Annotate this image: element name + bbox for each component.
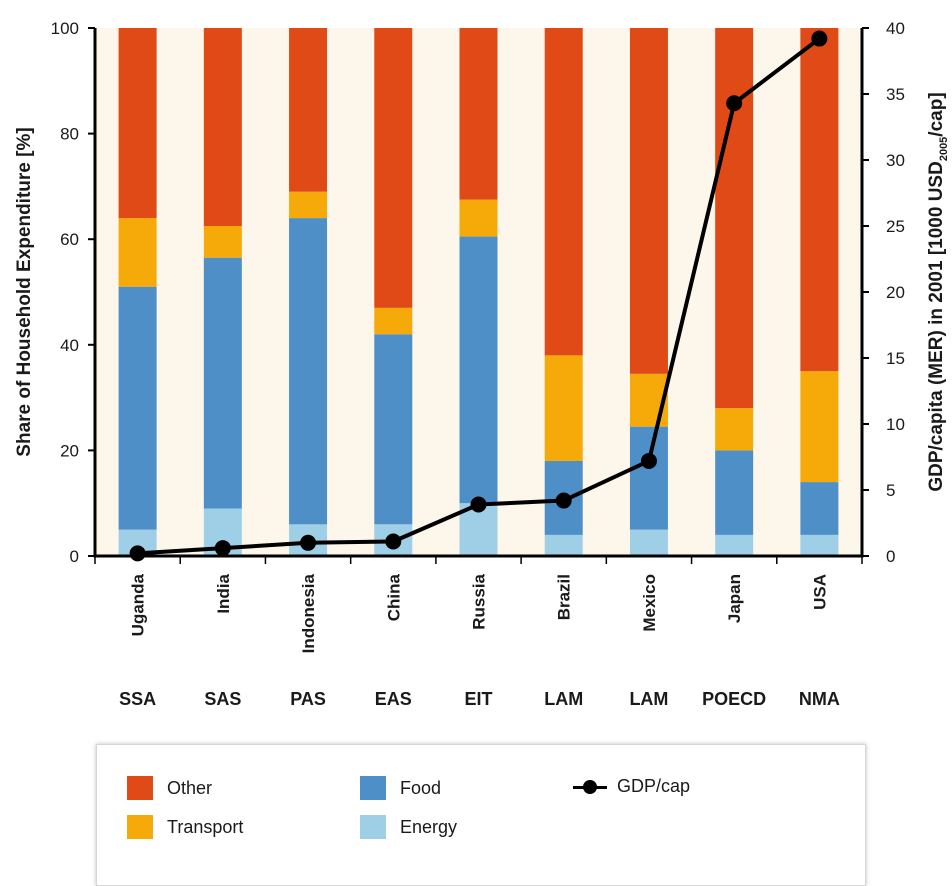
bar-other-usa <box>800 28 839 372</box>
y2-tick-label: 0 <box>886 547 895 566</box>
x-tick-label-indonesia: Indonesia <box>299 573 318 653</box>
bar-food-russia <box>459 236 498 504</box>
bar-transport-india <box>203 226 242 258</box>
bar-transport-russia <box>459 199 498 237</box>
gdp-point-mexico <box>640 452 657 469</box>
y2-tick-label: 40 <box>886 19 905 38</box>
y2-tick-label: 15 <box>886 349 905 368</box>
bar-food-japan <box>715 450 754 535</box>
y2-tick-label: 30 <box>886 151 905 170</box>
region-label: NMA <box>799 689 840 709</box>
legend-swatch-other <box>127 776 153 800</box>
legend-label-gdp: GDP/cap <box>617 776 691 796</box>
y-axis-title: Share of Household Expenditure [%] <box>14 127 35 456</box>
gdp-point-china <box>385 533 402 550</box>
bar-food-china <box>374 334 413 525</box>
x-tick-label-usa: USA <box>810 574 829 610</box>
bar-other-uganda <box>118 28 157 219</box>
y2-axis-title-end: /cap] <box>926 92 947 136</box>
legend-label-food: Food <box>400 777 442 798</box>
bar-food-uganda <box>118 286 157 530</box>
legend-item-energy: Energy <box>360 815 457 839</box>
labels-group: Uganda SSA India SAS Indonesia PAS China EAS Rus… <box>119 573 840 709</box>
bar-transport-china <box>374 307 413 335</box>
bar-food-usa <box>800 482 839 535</box>
bar-food-indonesia <box>289 218 328 525</box>
y-tick-label: 0 <box>70 547 79 566</box>
gdp-point-usa <box>811 30 828 47</box>
y2-axis-title: GDP/capita (MER) in 2001 [1000 USD2005/c… <box>926 92 950 491</box>
y2-tick-label: 5 <box>886 481 895 500</box>
legend-item-gdp: GDP/cap <box>573 776 690 797</box>
region-label: LAM <box>629 689 668 709</box>
bars-group <box>118 28 839 556</box>
y-tick-label: 100 <box>51 19 79 38</box>
bar-transport-brazil <box>544 355 583 461</box>
legend-swatch-transport <box>127 815 153 839</box>
x-tick-label-china: China <box>384 573 403 621</box>
region-label: EIT <box>464 689 492 709</box>
y-tick-label: 80 <box>60 125 79 144</box>
x-tick-label-japan: Japan <box>725 574 744 623</box>
x-tick-label-russia: Russia <box>470 573 489 629</box>
region-label: LAM <box>544 689 583 709</box>
bar-other-brazil <box>544 28 583 356</box>
bar-food-india <box>203 257 242 509</box>
gdp-point-brazil <box>555 492 572 509</box>
legend-label-transport: Transport <box>167 816 244 837</box>
x-tick-label-mexico: Mexico <box>640 574 659 632</box>
bar-food-mexico <box>629 426 668 530</box>
bar-other-china <box>374 28 413 308</box>
y2-tick-label: 25 <box>886 217 905 236</box>
y2-tick-label: 20 <box>886 283 905 302</box>
bar-other-india <box>203 28 242 226</box>
gdp-point-russia <box>470 496 487 513</box>
region-label: POECD <box>702 689 766 709</box>
y2-tick-label: 10 <box>886 415 905 434</box>
y2-axis-title-sub: 2005 <box>938 137 950 161</box>
x-tick-label-uganda: Uganda <box>129 573 148 636</box>
bar-energy-usa <box>800 534 839 556</box>
bar-transport-usa <box>800 371 839 483</box>
y-tick-label: 40 <box>60 336 79 355</box>
gdp-point-uganda <box>129 545 146 562</box>
region-label: SSA <box>119 689 156 709</box>
legend-label-other: Other <box>167 777 213 798</box>
legend-line-marker-icon <box>573 779 607 794</box>
bar-energy-mexico <box>629 529 668 556</box>
legend-item-transport: Transport <box>127 815 243 839</box>
chart: 0 20 40 60 80 100 0 5 10 15 20 25 30 35 40 Uganda SSA In… <box>14 19 950 709</box>
bar-other-japan <box>715 28 754 409</box>
legend-swatch-energy <box>360 815 386 839</box>
bar-energy-brazil <box>544 534 583 556</box>
legend-swatch-food <box>360 776 386 800</box>
gdp-point-indonesia <box>300 534 317 551</box>
y2-axis-title-main: GDP/capita (MER) in 2001 [1000 USD <box>926 161 947 492</box>
gdp-point-japan <box>726 95 743 112</box>
legend-item-food: Food <box>360 776 441 800</box>
bar-energy-japan <box>715 534 754 556</box>
legend-item-other: Other <box>127 776 212 800</box>
bar-other-indonesia <box>289 28 328 192</box>
bar-other-russia <box>459 28 498 200</box>
y2-tick-label: 35 <box>886 85 905 104</box>
x-tick-label-brazil: Brazil <box>555 574 574 620</box>
region-label: PAS <box>290 689 326 709</box>
bar-transport-uganda <box>118 218 157 287</box>
y-tick-label: 20 <box>60 441 79 460</box>
bar-transport-japan <box>715 408 754 451</box>
region-label: SAS <box>204 689 241 709</box>
y-tick-label: 60 <box>60 230 79 249</box>
x-tick-label-india: India <box>214 573 233 613</box>
legend-label-energy: Energy <box>400 816 458 837</box>
gdp-line-group <box>129 30 828 562</box>
gdp-point-india <box>214 540 231 557</box>
bar-transport-indonesia <box>289 191 328 219</box>
legend: Other Transport Food Energy GDP/cap <box>96 744 866 886</box>
axes-group: 0 20 40 60 80 100 0 5 10 15 20 25 30 35 40 <box>51 19 905 566</box>
bar-other-mexico <box>629 28 668 374</box>
region-label: EAS <box>375 689 412 709</box>
